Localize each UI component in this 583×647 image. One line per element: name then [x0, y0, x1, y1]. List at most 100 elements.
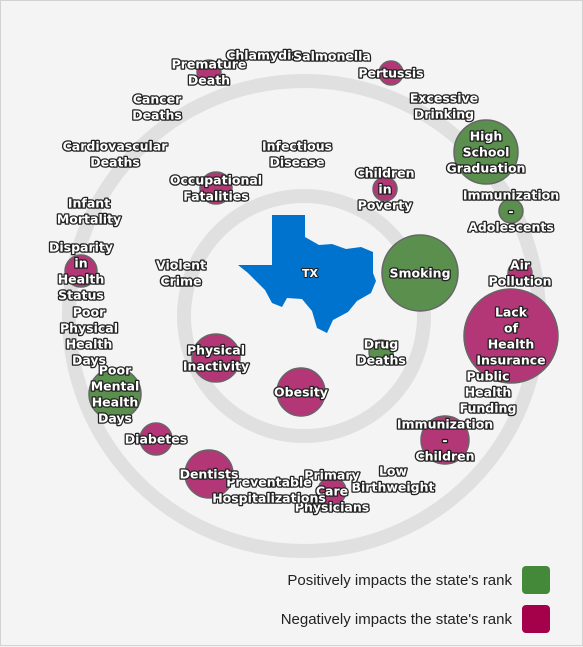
diabetes-label: Diabetes: [125, 432, 187, 447]
immunization-children-label-line: -: [442, 433, 447, 448]
immunization-children-bubble[interactable]: [420, 415, 470, 465]
cancer-deaths-label-line: Cancer: [133, 92, 182, 107]
public-health-funding-label-line: Health: [465, 385, 512, 400]
obesity-bubble[interactable]: [276, 367, 326, 417]
lack-of-health-insurance-label-line: Lack: [495, 305, 528, 320]
immunization-adolescents-label-line: Immunization: [463, 188, 559, 203]
poor-mental-health-days-label-line: Mental: [91, 379, 140, 394]
physical-inactivity-label: Physical Inactivity: [183, 343, 249, 374]
children-in-poverty-label: Children in Poverty: [355, 166, 414, 213]
children-in-poverty-label-line: Children: [355, 166, 414, 181]
poor-physical-health-days-label-line: Days: [72, 353, 106, 368]
chlamydia-label-line: Chlamydia: [226, 48, 300, 63]
drug-deaths-bubble[interactable]: [368, 339, 394, 365]
premature-death-bubble[interactable]: [196, 59, 222, 85]
pertussis-label-line: Pertussis: [358, 66, 423, 81]
poor-physical-health-days-label-line: Poor: [73, 305, 106, 320]
primary-care-physicians-label-line: Primary: [304, 468, 359, 483]
high-school-graduation-bubble[interactable]: [453, 119, 519, 185]
children-in-poverty-label-line: Poverty: [358, 198, 413, 213]
preventable-hospitalizations-label: Preventable Hospitalizations: [212, 475, 326, 506]
disparity-in-health-status-bubble[interactable]: [64, 254, 98, 288]
dentists-bubble[interactable]: [184, 449, 234, 499]
physical-inactivity-label-line: Physical: [187, 343, 245, 358]
lack-of-health-insurance-label: Lack of Health Insurance: [476, 305, 545, 368]
children-in-poverty-bubble[interactable]: [372, 176, 398, 202]
dentists-label: Dentists: [180, 467, 239, 482]
cardiovascular-deaths-label-line: Deaths: [90, 155, 140, 170]
poor-physical-health-days-label: Poor Physical Health Days: [60, 305, 118, 368]
disparity-in-health-status-label: Disparity in Health Status: [49, 240, 113, 303]
poor-mental-health-days-label-line: Health: [92, 395, 139, 410]
poor-physical-health-days-label-line: Health: [66, 337, 113, 352]
smoking-label: Smoking: [389, 266, 450, 281]
poor-mental-health-days-label: Poor Mental Health Days: [91, 363, 140, 426]
pertussis-label: Pertussis: [358, 66, 423, 81]
immunization-adolescents-bubble[interactable]: [498, 198, 524, 224]
pertussis-bubble[interactable]: [378, 60, 404, 86]
air-pollution-bubble[interactable]: [507, 260, 533, 286]
state-map[interactable]: TX: [238, 215, 376, 333]
cancer-deaths-label-line: Deaths: [132, 108, 182, 123]
cancer-deaths-label: Cancer Deaths: [132, 92, 182, 123]
premature-death-label: Premature Death: [172, 57, 247, 88]
drug-deaths-label-line: Drug: [364, 337, 398, 352]
physical-inactivity-label-line: Inactivity: [183, 359, 249, 374]
infectious-disease-label-line: Infectious: [262, 139, 332, 154]
texas-shape: [238, 215, 376, 333]
immunization-adolescents-label-line: Adolescents: [468, 220, 554, 235]
violent-crime-label-line: Crime: [160, 274, 201, 289]
immunization-children-label: Immunization -Children: [397, 417, 493, 464]
infectious-disease-label-line: Disease: [270, 155, 325, 170]
violent-crime-label: Violent Crime: [156, 258, 206, 289]
immunization-adolescents-label-line: -: [508, 204, 513, 219]
drug-deaths-label: Drug Deaths: [356, 337, 406, 368]
poor-physical-health-days-label-line: Physical: [60, 321, 118, 336]
cardiovascular-deaths-label-line: Cardiovascular: [63, 139, 169, 154]
immunization-children-label-line: Children: [415, 449, 474, 464]
air-pollution-label: Air Pollution: [489, 258, 552, 289]
diabetes-bubble[interactable]: [139, 422, 173, 456]
premature-death-label-line: Death: [188, 73, 230, 88]
infant-mortality-label-line: Infant: [68, 196, 110, 211]
drug-deaths-label-line: Deaths: [356, 353, 406, 368]
low-birthweight-label: Low Birthweight: [352, 464, 435, 495]
legend-positive-label: Positively impacts the state's rank: [287, 571, 512, 589]
physical-inactivity-bubble[interactable]: [191, 333, 241, 383]
occupational-fatalities-label-line: Fatalities: [183, 189, 248, 204]
lack-of-health-insurance-label-line: of: [504, 321, 519, 336]
primary-care-physicians-label: Primary Care Physicians: [295, 468, 369, 515]
obesity-label-line: Obesity: [274, 385, 328, 400]
occupational-fatalities-bubble[interactable]: [199, 171, 233, 205]
inner-ring: [177, 189, 431, 443]
high-school-graduation-label-line: High: [470, 129, 503, 144]
public-health-funding-label: Public Health Funding: [460, 369, 517, 416]
excessive-drinking-label-line: Excessive: [410, 91, 478, 106]
excessive-drinking-label-line: Drinking: [414, 107, 474, 122]
primary-care-physicians-bubble[interactable]: [317, 476, 347, 506]
high-school-graduation-label: High School Graduation: [447, 129, 526, 176]
salmonella-label: Salmonella: [293, 49, 371, 64]
disparity-in-health-status-label-line: in: [74, 256, 87, 271]
air-pollution-label-line: Pollution: [489, 274, 552, 289]
immunization-adolescents-label: Immunization -Adolescents: [463, 188, 559, 235]
public-health-funding-label-line: Public: [467, 369, 510, 384]
infant-mortality-label-line: Mortality: [57, 212, 121, 227]
smoking-bubble[interactable]: [381, 234, 459, 312]
obesity-label: Obesity: [274, 385, 328, 400]
preventable-hospitalizations-label-line: Hospitalizations: [212, 491, 326, 506]
lack-of-health-insurance-bubble[interactable]: [463, 288, 559, 384]
air-pollution-label-line: Air: [510, 258, 531, 273]
cardiovascular-deaths-label: Cardiovascular Deaths: [63, 139, 169, 170]
diabetes-label-line: Diabetes: [125, 432, 187, 447]
infant-mortality-label: Infant Mortality: [57, 196, 121, 227]
disparity-in-health-status-label-line: Health: [58, 272, 105, 287]
primary-care-physicians-label-line: Care: [316, 484, 348, 499]
legend-positive-swatch: [522, 566, 550, 594]
poor-mental-health-days-bubble[interactable]: [88, 367, 142, 421]
lack-of-health-insurance-label-line: Health: [488, 337, 535, 352]
poor-mental-health-days-label-line: Poor: [99, 363, 132, 378]
